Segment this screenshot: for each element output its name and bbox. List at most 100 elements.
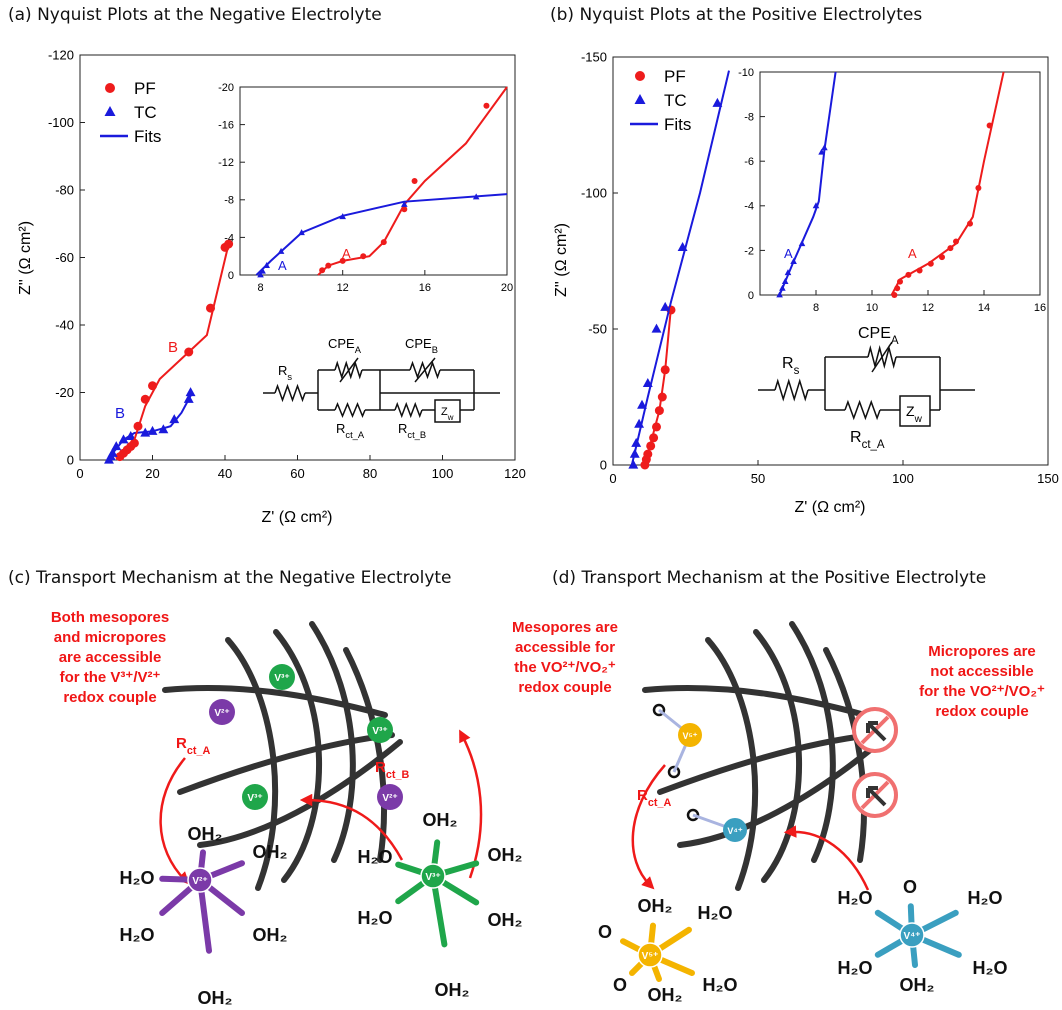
y-axis-label: Z'' (Ω cm²) — [17, 221, 34, 295]
circuit-wire — [422, 399, 474, 423]
note-line: are accessible — [59, 649, 162, 666]
fiber-network-c — [162, 621, 403, 891]
ligand-label: OH₂ — [900, 975, 935, 995]
metal-center — [899, 922, 925, 948]
note-line: Micropores are — [928, 643, 1036, 660]
circuit-label-sub: ct_B — [407, 430, 426, 440]
y-tick-label: -20 — [55, 385, 74, 400]
ion — [209, 699, 235, 725]
arrows-c — [159, 729, 483, 885]
y-tick-label: -4 — [744, 201, 754, 213]
x-tick-label: 120 — [504, 466, 526, 481]
y-tick-label: -8 — [744, 111, 754, 123]
data-point — [111, 441, 122, 451]
x-tick-label: 12 — [337, 282, 349, 294]
legend-label: Fits — [664, 115, 691, 134]
panel-title: (d) Transport Mechanism at the Positive … — [552, 568, 986, 588]
x-tick-label: 20 — [501, 282, 513, 294]
x-tick-label: 10 — [866, 302, 878, 314]
y-tick-label: -40 — [55, 318, 74, 333]
circuit — [263, 357, 500, 423]
annotation: B — [115, 405, 125, 422]
data-point — [712, 97, 723, 107]
ion — [377, 784, 403, 810]
data-point — [129, 438, 139, 448]
note-line: the VO²⁺/VO₂⁺ — [514, 659, 616, 676]
fit-line — [778, 71, 837, 296]
circuit-label-main: R — [336, 421, 345, 436]
metal-center — [420, 863, 446, 889]
x-tick-label: 8 — [813, 302, 819, 314]
circuit-label-main: CPE — [858, 325, 891, 342]
legend-marker — [104, 106, 116, 116]
fiber-network-d — [642, 621, 883, 891]
data-point — [628, 459, 639, 469]
y-tick-label: -100 — [581, 186, 607, 201]
data-point — [257, 271, 264, 278]
circuit-label-main: CPE — [405, 336, 432, 351]
ion — [242, 784, 268, 810]
ion — [678, 723, 702, 747]
note-line: accessible for — [515, 639, 615, 656]
metal-label: V²⁺ — [192, 876, 207, 887]
metal-label: V⁴⁺ — [904, 931, 921, 942]
circuit-label-main: R — [398, 421, 407, 436]
ligand-label: OH₂ — [638, 896, 673, 916]
circuit-label-main: R — [278, 363, 287, 378]
note-line: redox couple — [935, 703, 1028, 720]
blocked-signs — [852, 707, 898, 818]
legend-label: PF — [134, 79, 156, 98]
y-tick-label: -6 — [744, 156, 754, 168]
legend-label: PF — [664, 67, 686, 86]
circuit-wire — [414, 357, 436, 383]
annotation: A — [908, 246, 917, 261]
data-point — [411, 178, 418, 184]
ion — [367, 717, 393, 743]
x-tick-label: 16 — [419, 282, 431, 294]
rct-label: Rct_A — [637, 787, 671, 809]
x-axis-label: Z' (Ω cm²) — [262, 509, 333, 526]
ligand-label: OH₂ — [253, 925, 288, 945]
y-tick-label: -80 — [55, 183, 74, 198]
circuit-wire — [305, 370, 381, 410]
x-tick-label: 150 — [1037, 471, 1059, 486]
ligand-label: H₂O — [698, 903, 733, 923]
ligand-label: H₂O — [120, 868, 155, 888]
rct-label-sub: ct_B — [386, 769, 410, 781]
x-tick-label: 50 — [751, 471, 765, 486]
y-tick-label: -60 — [55, 250, 74, 265]
data-point — [637, 399, 647, 409]
circuit-label-main: R — [782, 355, 794, 372]
metal-center — [187, 867, 213, 893]
rct-label-main: R — [176, 735, 187, 752]
y-tick-label: -20 — [218, 82, 234, 94]
plot-frame — [759, 71, 1041, 296]
circuit-label-sub: ct_A — [345, 430, 364, 440]
note-line: Both mesopores — [51, 609, 169, 626]
fit-line — [107, 392, 194, 461]
y-tick-label: -16 — [218, 119, 234, 131]
circuit-label-main: CPE — [328, 336, 355, 351]
circuit-label-sub: ct_A — [862, 439, 885, 451]
circuit-label-sub: s — [794, 365, 800, 377]
y-tick-label: -2 — [744, 245, 754, 257]
annotation: A — [784, 246, 793, 261]
circuit-wire — [334, 402, 366, 418]
circuit-label-main: Z — [441, 406, 448, 418]
data-point — [169, 414, 180, 424]
panel-title: (c) Transport Mechanism at the Negative … — [8, 568, 452, 588]
ion — [269, 664, 295, 690]
rct-label: Rct_B — [375, 759, 409, 781]
rct-label-main: R — [375, 759, 386, 776]
x-tick-label: 0 — [76, 466, 83, 481]
ligand-label: OH₂ — [253, 842, 288, 862]
y-tick-label: -10 — [738, 67, 754, 79]
note-line: Mesopores are — [512, 619, 618, 636]
ion-label: V³⁺ — [372, 726, 387, 737]
metal-label: V⁵⁺ — [642, 951, 659, 962]
x-tick-label: 40 — [218, 466, 232, 481]
ligand-label: H₂O — [358, 847, 393, 867]
rct-label: Rct_A — [176, 735, 210, 757]
panel-title: (b) Nyquist Plots at the Positive Electr… — [550, 5, 922, 25]
x-tick-label: 8 — [257, 282, 263, 294]
